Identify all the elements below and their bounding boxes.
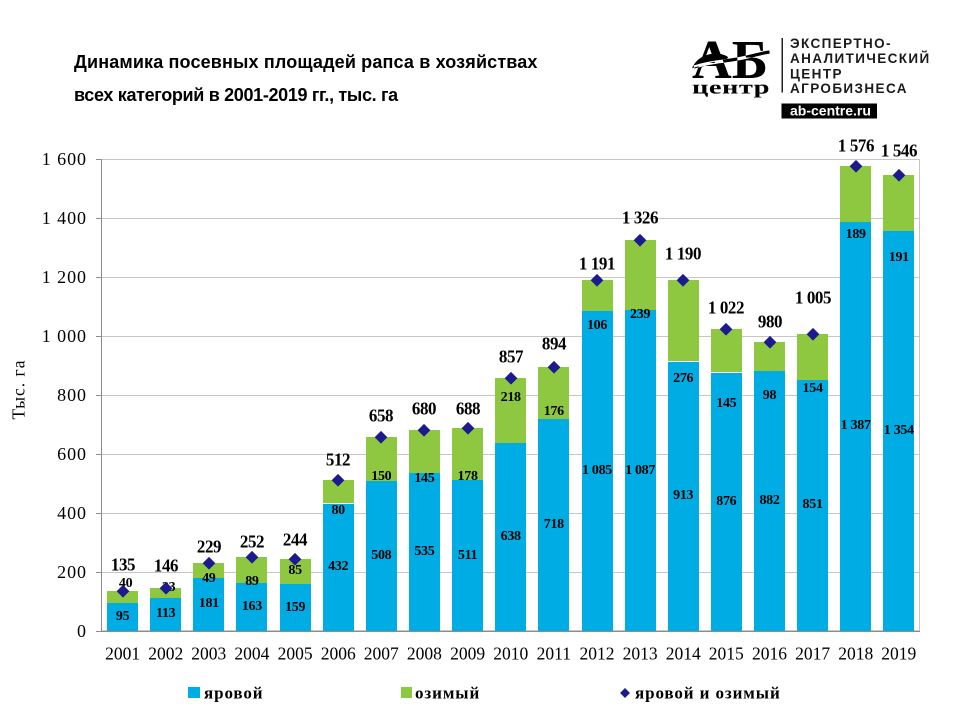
svg-text:ЦЕНТР: ЦЕНТР <box>790 66 843 81</box>
svg-text:ab-centre.ru: ab-centre.ru <box>790 103 871 119</box>
svg-text:АГРОБИЗНЕСА: АГРОБИЗНЕСА <box>790 81 908 96</box>
svg-text:центр: центр <box>692 78 770 99</box>
svg-text:ЭКСПЕРТНО-: ЭКСПЕРТНО- <box>790 36 892 51</box>
svg-text:АНАЛИТИЧЕСКИЙ: АНАЛИТИЧЕСКИЙ <box>790 51 931 66</box>
